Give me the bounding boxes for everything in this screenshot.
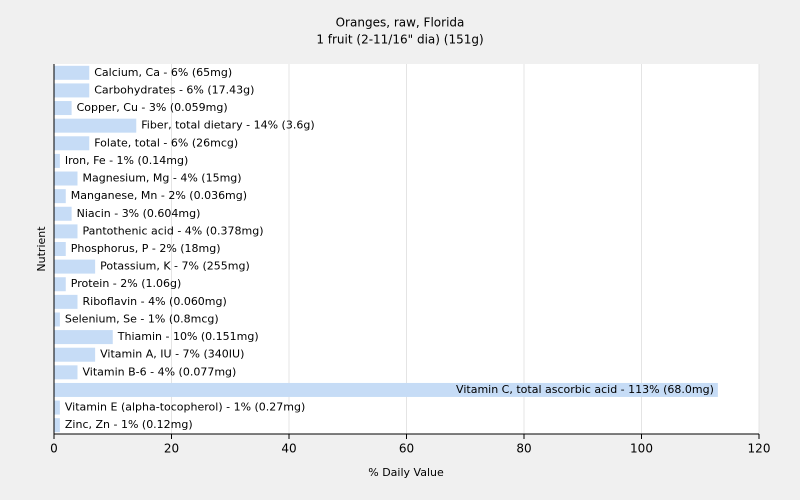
bar-label: Niacin - 3% (0.604mg) [77,207,201,220]
bar-label: Vitamin B-6 - 4% (0.077mg) [83,365,237,378]
x-axis-label: % Daily Value [368,466,444,479]
bar [54,365,78,380]
bar-label: Zinc, Zn - 1% (0.12mg) [65,418,193,431]
bar-label: Magnesium, Mg - 4% (15mg) [83,172,242,185]
bar [54,242,66,256]
bar-label: Protein - 2% (1.06g) [71,277,182,290]
x-tick-label: 0 [50,442,58,456]
bar-label: Riboflavin - 4% (0.060mg) [83,295,227,308]
x-tick-label: 100 [630,442,653,456]
bar [54,382,718,397]
bar [54,118,137,133]
bar [54,277,66,292]
bar-label: Phosphorus, P - 2% (18mg) [71,242,221,255]
bar-label: Potassium, K - 7% (255mg) [100,260,250,273]
x-tick-label: 80 [516,442,531,456]
bar-label: Fiber, total dietary - 14% (3.6g) [141,119,314,132]
bar-label: Copper, Cu - 3% (0.059mg) [77,101,228,114]
x-tick-label: 40 [281,442,296,456]
bar [54,136,90,151]
bar-label: Vitamin E (alpha-tocopherol) - 1% (0.27m… [65,401,305,414]
bar [54,294,78,309]
bar [54,347,96,362]
chart-title: Oranges, raw, Florida [336,16,465,30]
bar-label: Carbohydrates - 6% (17.43g) [94,83,254,96]
bar [54,153,60,168]
bar [54,83,90,98]
bar [54,101,72,116]
bar-label: Pantothenic acid - 4% (0.378mg) [83,224,264,237]
bar [54,224,78,239]
bar-label: Manganese, Mn - 2% (0.036mg) [71,189,247,202]
bar [54,189,66,204]
bar-label: Calcium, Ca - 6% (65mg) [94,66,232,79]
x-tick-label: 60 [399,442,414,456]
bar-label: Vitamin C, total ascorbic acid - 113% (6… [456,383,714,396]
bar [54,259,96,274]
y-axis-label: Nutrient [35,226,48,272]
x-tick-label: 120 [748,442,771,456]
bar-label: Vitamin A, IU - 7% (340IU) [100,348,244,361]
x-tick-label: 20 [164,442,179,456]
bar-label: Iron, Fe - 1% (0.14mg) [65,154,188,167]
bar [54,330,113,345]
bar [54,400,60,415]
chart-subtitle: 1 fruit (2-11/16" dia) (151g) [316,33,483,47]
bar [54,65,90,80]
bar-label: Selenium, Se - 1% (0.8mcg) [65,312,219,325]
bars: Calcium, Ca - 6% (65mg) Carbohydrates - 6… [54,65,718,433]
bar-label: Thiamin - 10% (0.151mg) [117,330,259,343]
bar [54,312,60,327]
bar [54,171,78,186]
bar-label: Folate, total - 6% (26mcg) [94,136,238,149]
bar [54,206,72,221]
bar [54,418,60,433]
